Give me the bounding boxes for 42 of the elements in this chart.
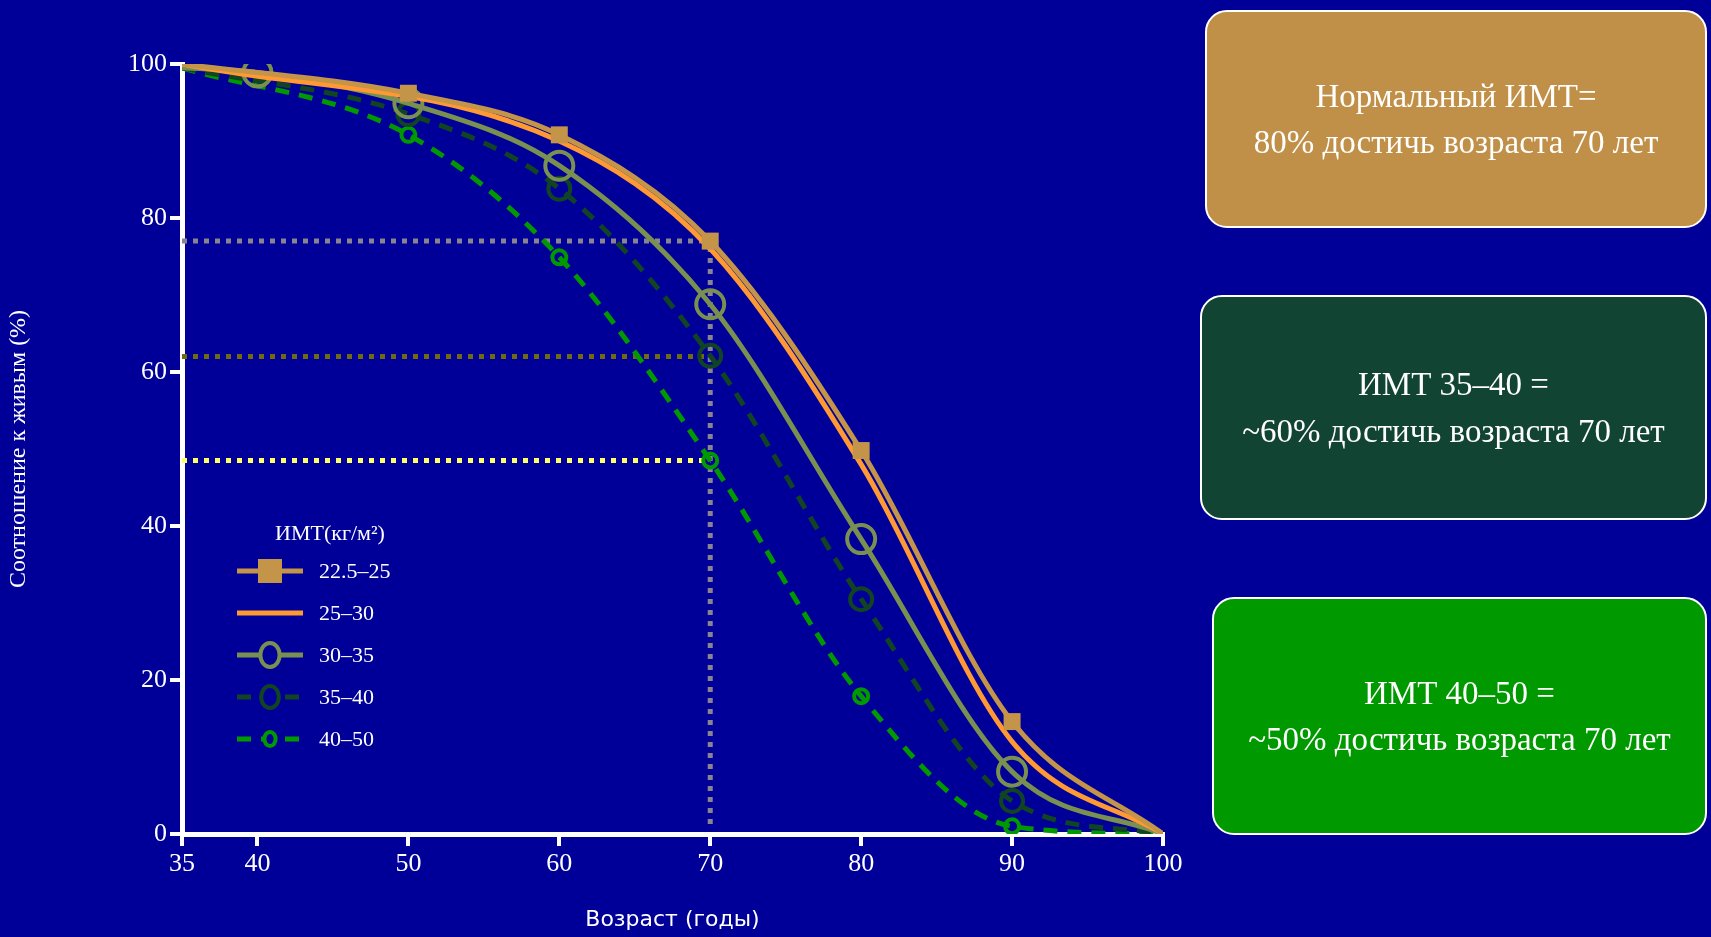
point bbox=[701, 451, 720, 470]
y-tick-label: 40 bbox=[141, 509, 167, 539]
point bbox=[701, 232, 719, 250]
legend-label: 40–50 bbox=[319, 726, 374, 752]
point bbox=[550, 126, 568, 144]
x-tick-label: 90 bbox=[999, 848, 1026, 878]
x-tick-label: 40 bbox=[244, 848, 271, 878]
point bbox=[1003, 817, 1022, 834]
legend-label: 30–35 bbox=[319, 642, 374, 668]
point bbox=[399, 84, 417, 102]
x-tick-label: 50 bbox=[395, 848, 422, 878]
point bbox=[848, 586, 875, 613]
point bbox=[1003, 713, 1021, 731]
x-tick-label: 100 bbox=[1143, 848, 1183, 878]
point bbox=[399, 125, 418, 144]
point bbox=[697, 342, 724, 369]
point bbox=[852, 442, 870, 460]
text: ИМТ 40–50 = ~50% достичь возраста 70 лет bbox=[1212, 597, 1707, 835]
point bbox=[852, 687, 871, 706]
point bbox=[694, 288, 727, 321]
x-tick-label: 80 bbox=[848, 848, 875, 878]
legend-title: ИМТ(кг/м²) bbox=[275, 520, 386, 546]
point bbox=[550, 248, 569, 267]
y-tick-label: 60 bbox=[141, 355, 167, 385]
x-tick-label: 60 bbox=[546, 848, 573, 878]
x-axis-title: Возраст (годы) bbox=[585, 905, 760, 931]
y-tick-label: 80 bbox=[141, 201, 167, 231]
y-tick-label: 0 bbox=[154, 817, 167, 847]
y-tick-label: 100 bbox=[128, 47, 167, 77]
point bbox=[996, 755, 1029, 788]
point bbox=[999, 787, 1026, 814]
legend-label: 25–30 bbox=[319, 600, 374, 626]
legend-label: 22.5–25 bbox=[319, 558, 391, 584]
y-axis-title: Соотношение к живым (%) bbox=[3, 309, 30, 589]
point bbox=[845, 523, 878, 556]
legend-label: 35–40 bbox=[319, 684, 374, 710]
y-tick-label: 20 bbox=[141, 663, 167, 693]
text: Нормальный ИМТ= 80% достичь возраста 70 лет bbox=[1205, 10, 1707, 228]
text: ИМТ 35–40 = ~60% достичь возраста 70 лет bbox=[1200, 295, 1707, 520]
point bbox=[543, 149, 576, 182]
x-tick-label: 70 bbox=[697, 848, 724, 878]
x-tick-label: 35 bbox=[169, 848, 195, 878]
